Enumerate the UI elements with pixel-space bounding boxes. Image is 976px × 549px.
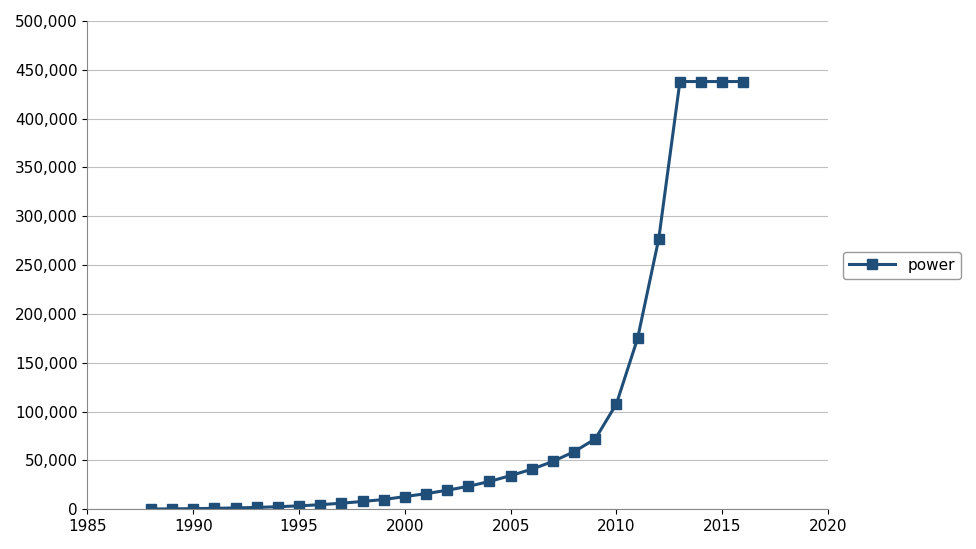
power	[463, 483, 474, 490]
power	[695, 79, 707, 85]
Line: power: power	[146, 77, 749, 514]
power	[484, 478, 496, 485]
power	[441, 487, 453, 494]
power	[548, 458, 559, 464]
power	[166, 506, 178, 512]
power	[738, 79, 750, 85]
power	[314, 501, 326, 508]
power	[336, 500, 347, 507]
power	[229, 505, 241, 511]
power	[505, 472, 516, 479]
power	[293, 502, 305, 509]
power	[399, 494, 411, 500]
power	[145, 506, 157, 512]
power	[568, 449, 580, 455]
Legend: power: power	[843, 251, 960, 279]
power	[209, 505, 221, 512]
power	[716, 79, 728, 85]
power	[356, 498, 368, 505]
power	[251, 504, 263, 511]
power	[526, 466, 538, 473]
power	[272, 503, 284, 510]
power	[653, 236, 665, 242]
power	[590, 436, 601, 442]
power	[420, 490, 431, 497]
power	[378, 496, 389, 503]
power	[611, 401, 623, 407]
power	[674, 79, 686, 85]
power	[631, 335, 643, 341]
power	[187, 505, 199, 512]
